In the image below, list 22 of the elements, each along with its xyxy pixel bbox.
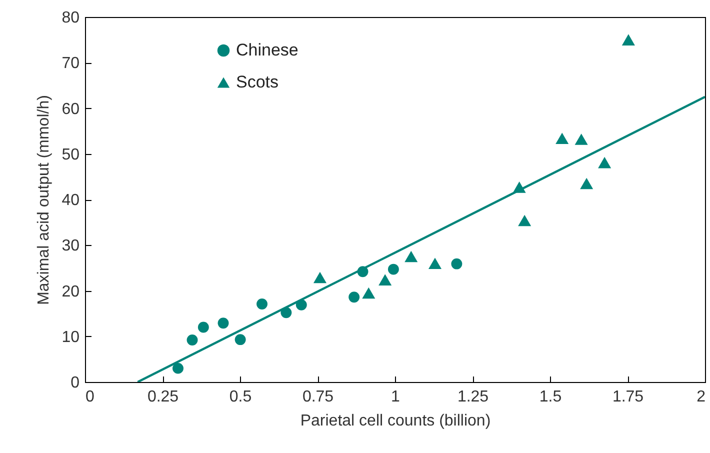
y-tick-label: 80 [62, 10, 80, 26]
x-tick-label: 1.25 [457, 388, 489, 406]
x-tick-label: 1.75 [612, 388, 644, 406]
legend-label: Scots [236, 72, 279, 92]
x-tick-label: 1.5 [539, 388, 562, 406]
x-tick-label: 0 [86, 388, 94, 406]
x-axis-title: Parietal cell counts (billion) [300, 412, 491, 430]
legend-label: Chinese [236, 40, 298, 60]
x-tick-label: 1 [391, 388, 400, 406]
y-tick-label: 30 [62, 238, 80, 255]
y-tick-label: 60 [62, 100, 80, 118]
y-tick-label: 70 [62, 55, 80, 72]
x-tick-label: 0.25 [147, 388, 179, 406]
y-tick-label: 0 [70, 374, 80, 392]
y-axis-title: Maximal acid output (mmol/h) [36, 95, 53, 305]
x-tick-label: 0.75 [302, 388, 334, 406]
x-tick-label: 2 [696, 388, 706, 406]
y-tick-label: 40 [62, 192, 80, 209]
y-tick-label: 10 [62, 328, 80, 346]
y-tick-label: 50 [62, 146, 80, 164]
x-tick-label: 0.5 [229, 388, 252, 406]
y-tick-label: 20 [62, 283, 80, 300]
